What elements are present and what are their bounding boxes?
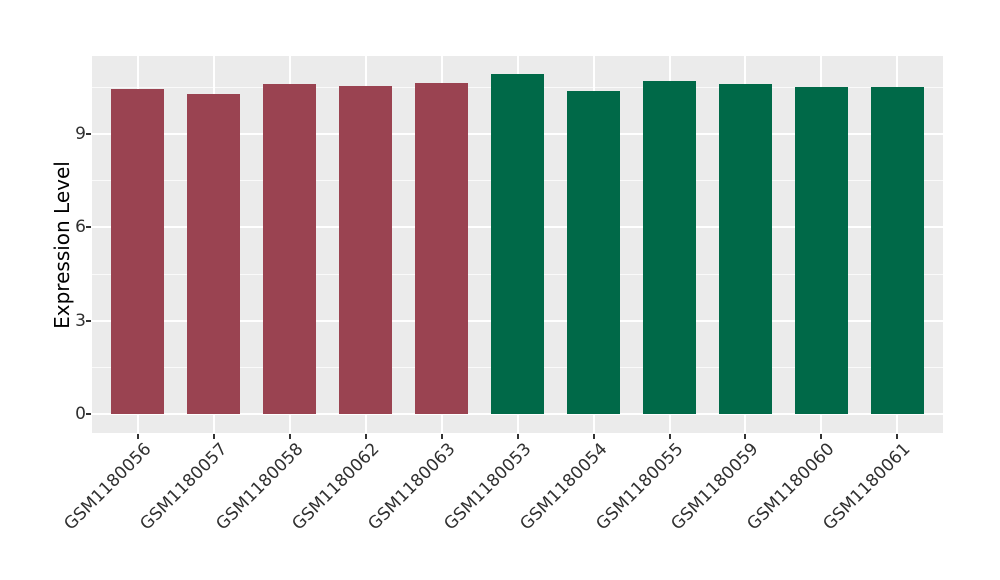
y-tick-label: 3 — [75, 310, 86, 331]
x-tick — [288, 434, 291, 439]
x-tick — [136, 434, 139, 439]
bar-GSM1180059 — [718, 84, 772, 414]
x-tick — [820, 434, 823, 439]
bar-GSM1180063 — [415, 82, 468, 414]
bar-GSM1180056 — [111, 89, 165, 414]
y-tick-label: 6 — [75, 217, 86, 238]
y-axis-title: Expression Level — [50, 161, 74, 329]
x-tick — [668, 434, 671, 439]
y-tick — [86, 319, 91, 322]
bar-GSM1180058 — [263, 84, 317, 414]
y-tick — [86, 133, 91, 136]
y-tick-label: 9 — [75, 124, 86, 145]
x-tick — [744, 434, 747, 439]
bar-GSM1180055 — [643, 81, 696, 414]
bar-GSM1180053 — [491, 73, 544, 414]
plot-panel — [92, 56, 943, 433]
x-tick — [516, 434, 519, 439]
x-tick — [364, 434, 367, 439]
bar-GSM1180062 — [339, 85, 392, 414]
y-tick — [86, 226, 91, 229]
y-tick — [86, 413, 91, 415]
x-tick — [896, 434, 899, 439]
bar-GSM1180060 — [794, 87, 848, 414]
bar-GSM1180054 — [567, 90, 620, 414]
x-tick — [440, 434, 443, 439]
bar-GSM1180057 — [187, 93, 241, 414]
x-tick — [592, 434, 595, 439]
bar-GSM1180061 — [870, 87, 924, 414]
x-tick — [212, 434, 215, 439]
y-tick-label: 0 — [75, 404, 86, 424]
